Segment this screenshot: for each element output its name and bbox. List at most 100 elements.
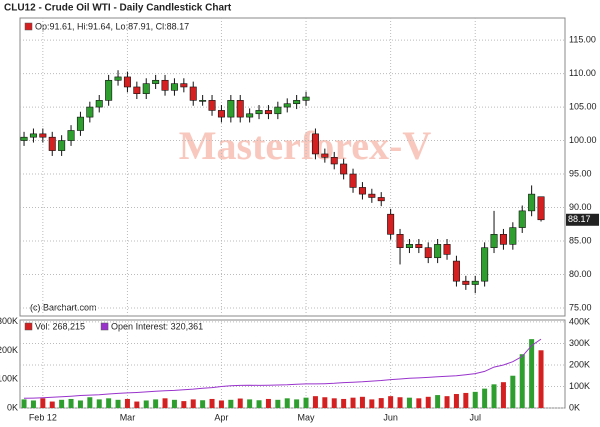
volume-bar (106, 398, 112, 408)
candle-body (396, 234, 404, 248)
volume-bar (416, 398, 422, 408)
y-tick-label: 115.00 (569, 34, 596, 44)
y-tick-label: 110.00 (569, 68, 596, 78)
volume-bar (247, 399, 253, 408)
y-tick-label: 80.00 (569, 269, 592, 279)
candle-body (518, 210, 526, 228)
candle-body (424, 247, 432, 259)
last-price-tag (566, 213, 599, 226)
volume-bar (331, 398, 337, 408)
price-panel (19, 17, 566, 317)
y-tick-label: 0K (569, 402, 580, 412)
volume-bar (143, 400, 149, 408)
candle-body (274, 106, 282, 115)
x-tick-label: Jun (383, 412, 398, 422)
y-tick-label: 100.00 (569, 135, 597, 145)
last-price-label: 88.17 (568, 214, 591, 224)
volume-bar (284, 398, 290, 408)
x-tick-label: Feb 12 (29, 412, 57, 422)
volume-bar (162, 398, 168, 408)
volume-bar (237, 398, 243, 408)
volume-bar (510, 375, 516, 408)
volume-bar (21, 399, 27, 408)
candle-body (180, 83, 188, 88)
candle-body (481, 247, 489, 282)
volume-bar (181, 401, 187, 408)
candle-body (217, 110, 225, 118)
volume-bar (200, 400, 206, 408)
volume-bar (265, 398, 271, 408)
candle-body (152, 79, 160, 84)
y-tick-label: 300K (569, 338, 590, 348)
candle-body (443, 244, 451, 255)
legend-swatch (100, 322, 109, 331)
candle-body (471, 280, 479, 285)
candle-body (39, 133, 47, 138)
candle-body (208, 100, 216, 111)
candle-body (264, 110, 272, 115)
volume-bar (359, 396, 365, 408)
volume-bar (87, 397, 93, 408)
legend-swatch (24, 22, 33, 31)
candle-body (349, 173, 357, 188)
candle-body (170, 83, 178, 91)
y-tick-label: 105.00 (569, 101, 597, 111)
x-tick-label: Mar (120, 412, 136, 422)
candle-body (199, 100, 207, 102)
candle-body (321, 153, 329, 158)
volume-bar (96, 399, 102, 408)
volume-bar (134, 401, 140, 408)
volume-bar (77, 400, 83, 408)
volume-bar (491, 384, 497, 408)
legend-label: Open Interest: 320,361 (111, 321, 203, 331)
volume-bar (378, 398, 384, 408)
volume-bar (463, 392, 469, 408)
candle-body (368, 193, 376, 198)
volume-bar (369, 399, 375, 408)
candle-body (246, 113, 254, 118)
candle-body (67, 130, 75, 141)
volume-bar (40, 398, 46, 408)
x-tick-label: May (298, 412, 316, 422)
candle-body (293, 100, 301, 105)
candle-body (48, 136, 56, 151)
candle-body (86, 106, 94, 118)
candle-body (528, 193, 536, 212)
candle-body (509, 227, 517, 245)
y2-tick-label: 0K (7, 402, 18, 412)
volume-bar (275, 399, 281, 408)
volume-bar (218, 400, 224, 408)
candle-body (499, 234, 507, 245)
ohlc-label: Op:91.61, Hi:91.64, Lo:87.91, Cl:88.17 (35, 21, 189, 31)
candle-body (95, 100, 103, 108)
candle-body (20, 136, 28, 141)
y-tick-label: 75.00 (569, 302, 592, 312)
candle-body (161, 79, 169, 91)
volume-bar (322, 397, 328, 408)
candle-body (58, 140, 66, 151)
volume-bar (256, 400, 262, 408)
volume-bar (209, 398, 215, 408)
y-tick-label: 400K (569, 316, 590, 326)
candle-body (490, 234, 498, 248)
x-tick-label: Apr (214, 412, 228, 422)
candle-body (236, 100, 244, 118)
volume-bar (538, 350, 544, 408)
open-interest-line (23, 338, 542, 399)
volume-bar (406, 397, 412, 408)
credit: (c) Barchart.com (30, 302, 97, 312)
volume-bar (444, 396, 450, 408)
volume-bar (435, 395, 441, 408)
y-tick-label: 85.00 (569, 235, 592, 245)
volume-bar (350, 397, 356, 408)
y-tick-label: 90.00 (569, 202, 592, 212)
volume-bar (397, 397, 403, 408)
volume-bar (59, 399, 65, 408)
candle-body (189, 86, 197, 101)
volume-bar (49, 401, 55, 408)
candle-body (255, 110, 263, 115)
candle-body (415, 244, 423, 248)
volume-bar (482, 388, 488, 408)
x-tick-label: Jul (469, 412, 481, 422)
